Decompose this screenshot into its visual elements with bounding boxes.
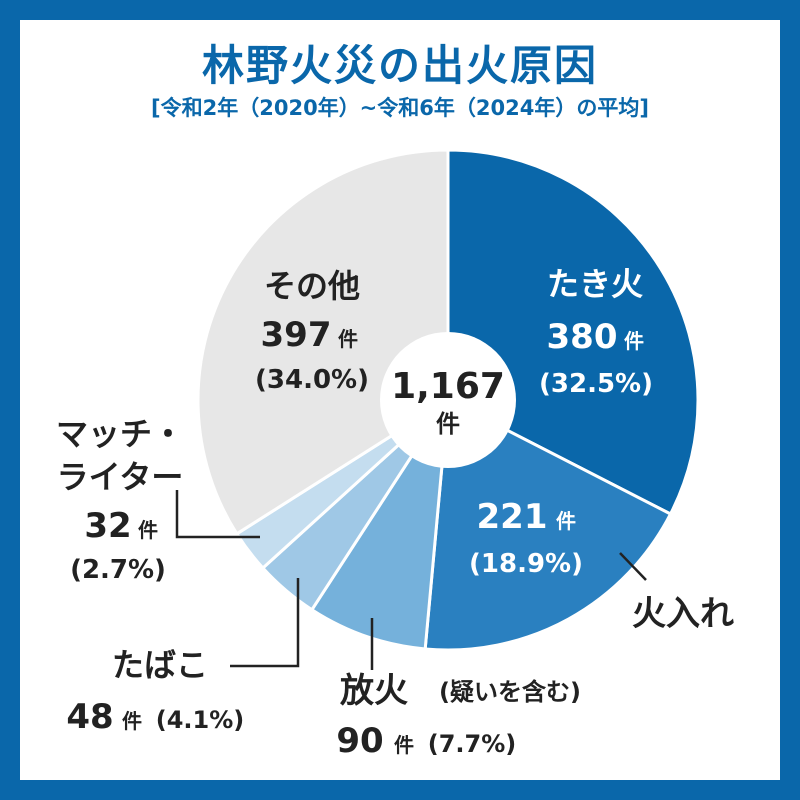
- slice-label-other-percent: (34.0%): [255, 365, 369, 395]
- slice-label-houka-count: 90: [336, 721, 383, 761]
- slice-label-takibi-percent: (32.5%): [539, 369, 653, 399]
- slice-label-match-name-line2: ライター: [57, 458, 184, 496]
- slice-label-houka-unit: 件: [394, 733, 414, 757]
- slice-label-tabako-count: 48: [66, 697, 113, 737]
- pie-slice-houka: [310, 398, 450, 651]
- slice-label-houka-percent: (7.7%): [428, 730, 517, 758]
- chart-title: 林野火災の出火原因: [201, 41, 598, 90]
- slice-label-tabako-unit: 件: [122, 709, 142, 733]
- slice-label-hiire-count: 221: [477, 497, 548, 537]
- slice-label-other-name: その他: [264, 267, 360, 305]
- slice-label-hiire-percent: (18.9%): [469, 549, 583, 579]
- total-unit: 件: [436, 410, 460, 438]
- slice-label-match-count: 32: [84, 506, 131, 546]
- pie-slice-other: [196, 148, 450, 536]
- slice-label-houka-note: (疑いを含む): [439, 678, 581, 706]
- slice-label-takibi-name: たき火: [547, 265, 643, 303]
- slice-label-match-name-line1: マッチ・: [56, 415, 184, 453]
- slice-label-tabako-percent: (4.1%): [156, 706, 245, 734]
- slice-label-hiire-unit: 件: [556, 509, 576, 533]
- pie-slices: [196, 148, 700, 652]
- slice-label-hiire-name: 火入れ: [632, 594, 734, 634]
- slice-label-takibi-count: 380: [547, 317, 618, 357]
- total-value: 1,167: [391, 366, 505, 407]
- leader-lines: [175, 490, 647, 670]
- chart-subtitle: [令和2年（2020年）~令和6年（2024年）の平均]: [151, 96, 649, 120]
- slice-label-other-unit: 件: [338, 327, 358, 351]
- slice-label-match-unit: 件: [138, 518, 158, 542]
- slice-label-other-count: 397: [261, 315, 332, 355]
- slice-label-houka-name: 放火: [340, 671, 408, 711]
- slice-label-tabako-name: たばこ: [112, 646, 208, 684]
- leader-line-tabako: [230, 578, 300, 668]
- leader-line-match: [175, 490, 260, 539]
- pie-slice-hiire: [423, 398, 673, 652]
- leader-line-hiire: [619, 552, 647, 581]
- slice-label-match-percent: (2.7%): [70, 555, 166, 585]
- pie-center-hole: [380, 332, 516, 468]
- slice-label-takibi-unit: 件: [624, 329, 644, 353]
